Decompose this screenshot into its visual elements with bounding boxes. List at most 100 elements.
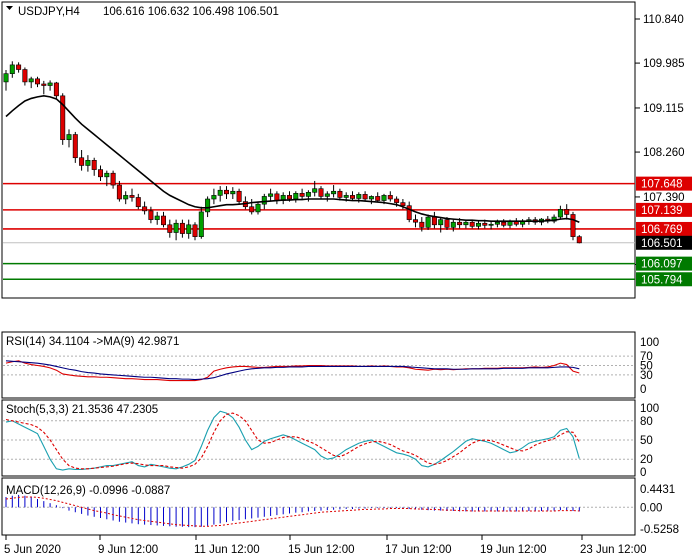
time-tick-label: 15 Jun 12:00 xyxy=(288,544,355,556)
candle-body xyxy=(3,73,9,83)
candle-body xyxy=(438,219,444,226)
candle-body xyxy=(488,223,494,226)
candle-body xyxy=(324,193,330,197)
candle-body xyxy=(312,188,318,193)
candle-body xyxy=(299,193,305,197)
candle-body xyxy=(331,190,337,195)
candle-body xyxy=(28,78,34,83)
candle-body xyxy=(135,197,141,208)
stoch-signal-line xyxy=(5,412,580,470)
candle-body xyxy=(167,224,173,233)
macd-panel[interactable] xyxy=(1,477,636,536)
stoch-tick-label: 50 xyxy=(640,435,653,447)
price-tick-label: 107.390 xyxy=(643,192,685,204)
stoch-panel[interactable] xyxy=(1,399,636,477)
candle-body xyxy=(463,221,469,226)
rsi-tick-label: 100 xyxy=(640,337,659,349)
candle-body xyxy=(450,221,456,228)
candle-body xyxy=(261,196,267,205)
time-tick-label: 11 Jun 12:00 xyxy=(194,544,260,556)
candle-body xyxy=(186,224,192,234)
level-tag-label: 106.097 xyxy=(641,259,683,271)
candle-body xyxy=(98,169,104,178)
price-tags: 107.648 107.139 106.769 106.097 105.794 106.5… xyxy=(636,176,692,287)
candle-body xyxy=(557,209,563,218)
macd-tick-label: 0.00 xyxy=(640,502,662,514)
candle-body xyxy=(482,222,488,226)
rsi-tick-label: 70 xyxy=(640,351,653,363)
time-tick-label: 17 Jun 12:00 xyxy=(385,544,452,556)
candle-body xyxy=(564,209,570,215)
candle-body xyxy=(230,190,236,195)
macd-signal-line xyxy=(5,496,580,527)
level-tag xyxy=(636,256,692,271)
stoch-tick-label: 20 xyxy=(640,454,653,466)
candle-body xyxy=(457,221,463,226)
chart-shift-icon xyxy=(6,6,13,10)
candle-body xyxy=(173,222,179,233)
candle-body xyxy=(387,195,393,200)
candle-body xyxy=(116,184,122,200)
level-tag-label: 105.794 xyxy=(641,274,683,286)
candle-body xyxy=(16,64,22,70)
candle-body xyxy=(475,222,481,227)
candle-body xyxy=(179,222,185,234)
candle-body xyxy=(375,196,381,201)
candle-body xyxy=(356,194,362,199)
candle-body xyxy=(469,221,475,227)
candle-body xyxy=(274,193,280,201)
candle-body xyxy=(60,95,66,140)
candle-body xyxy=(53,82,59,97)
rsi-header: RSI(14) 34.1104 ->MA(9) 42.9871 xyxy=(6,336,179,348)
level-tag xyxy=(636,221,692,236)
candle-body xyxy=(22,69,28,83)
candle-body xyxy=(91,160,97,170)
candle-body xyxy=(501,221,507,226)
price-header-ohlc: 106.616 106.632 106.498 106.501 xyxy=(103,6,279,18)
candle-body xyxy=(444,219,450,228)
candle-body xyxy=(123,195,129,200)
candle-body xyxy=(192,224,198,237)
price-panel[interactable] xyxy=(1,1,636,299)
rsi-line xyxy=(5,360,580,381)
candle-body xyxy=(570,214,576,237)
candle-body xyxy=(368,196,374,200)
level-tag-label: 107.139 xyxy=(641,205,683,217)
candle-body xyxy=(249,206,255,213)
candle-body xyxy=(211,195,217,200)
macd-tick-label: 0.4431 xyxy=(640,484,675,496)
rsi-tick-label: 50 xyxy=(640,361,653,373)
time-tick-label: 5 Jun 2020 xyxy=(4,544,61,556)
candle-body xyxy=(337,190,343,198)
rsi-tick-label: 0 xyxy=(640,384,646,396)
level-tag xyxy=(636,272,692,287)
candle-body xyxy=(129,195,135,198)
candle-body xyxy=(362,194,368,200)
time-axis: 5 Jun 2020 9 Jun 12:00 11 Jun 12:00 15 Jun … xyxy=(4,535,647,556)
candle-body xyxy=(34,78,40,85)
candle-body xyxy=(9,64,15,74)
rsi-tick-label: 30 xyxy=(640,370,653,382)
candle-body xyxy=(400,202,406,207)
candle-body xyxy=(79,157,85,166)
candle-body xyxy=(255,203,261,213)
candle-body xyxy=(318,188,324,197)
candle-body xyxy=(494,221,500,225)
stoch-tick-label: 100 xyxy=(640,403,659,415)
macd-tick-label: -0.5258 xyxy=(640,524,679,536)
macd-indicator: 0.4431 0.00 -0.5258 xyxy=(3,484,679,536)
price-levels xyxy=(3,182,635,281)
candle-body xyxy=(47,82,53,86)
candle-body xyxy=(224,189,230,195)
candle-body xyxy=(148,210,154,220)
level-tag xyxy=(636,176,692,191)
level-tag-label: 106.769 xyxy=(641,224,683,236)
candle-body xyxy=(343,195,349,198)
moving-average-line xyxy=(5,95,580,223)
candle-body xyxy=(236,190,242,202)
candle-body xyxy=(412,219,418,223)
candle-body xyxy=(349,195,355,199)
candle-body xyxy=(205,198,211,213)
